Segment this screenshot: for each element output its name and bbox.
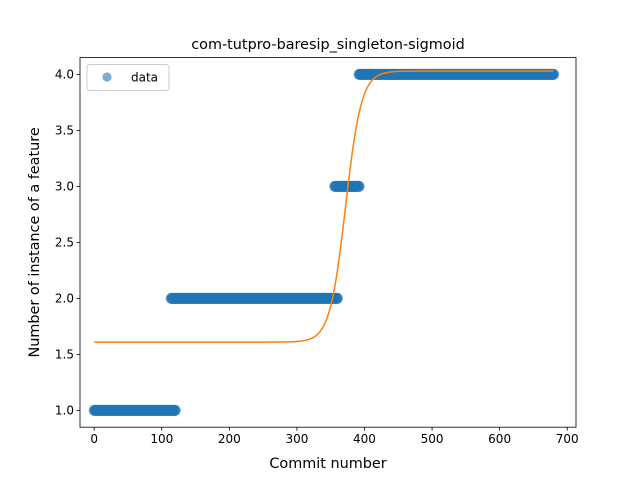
y-tick-label: 2.0 bbox=[55, 292, 74, 306]
x-tick-label: 500 bbox=[421, 432, 444, 446]
x-tick-label: 0 bbox=[90, 432, 98, 446]
x-tick-label: 600 bbox=[488, 432, 511, 446]
y-tick-label: 3.5 bbox=[55, 124, 74, 138]
sigmoid-fit-line bbox=[94, 70, 554, 343]
chart-title: com-tutpro-baresip_singleton-sigmoid bbox=[191, 37, 465, 53]
data-point bbox=[331, 292, 343, 304]
y-tick-label: 1.0 bbox=[55, 404, 74, 418]
y-axis-label: Number of instance of a feature bbox=[27, 127, 43, 357]
data-point bbox=[353, 180, 365, 192]
data-layer bbox=[88, 68, 560, 416]
x-axis-label: Commit number bbox=[269, 456, 386, 472]
legend-marker bbox=[102, 72, 112, 82]
ticks-layer: 0 100 200 300 400 500 600 700 1.0 1.5 2.0 2.5 3.0 3.5… bbox=[55, 68, 579, 447]
y-tick-label: 2.5 bbox=[55, 236, 74, 250]
x-tick-label: 700 bbox=[556, 432, 579, 446]
x-tick-label: 100 bbox=[150, 432, 173, 446]
y-tick-label: 4.0 bbox=[55, 68, 74, 82]
y-tick-label: 1.5 bbox=[55, 348, 74, 362]
x-tick-label: 400 bbox=[353, 432, 376, 446]
data-point bbox=[169, 404, 181, 416]
legend-label: data bbox=[131, 71, 158, 85]
legend-frame bbox=[86, 64, 170, 91]
y-tick-label: 3.0 bbox=[55, 180, 74, 194]
legend: data bbox=[86, 64, 170, 91]
x-tick-label: 200 bbox=[218, 432, 241, 446]
x-tick-label: 300 bbox=[285, 432, 308, 446]
